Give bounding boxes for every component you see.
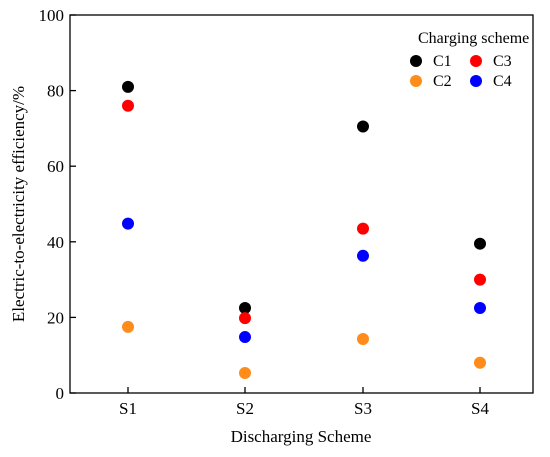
legend-marker-c3 bbox=[470, 55, 482, 67]
point-c2-s2 bbox=[239, 366, 251, 379]
point-c2-s1 bbox=[122, 320, 134, 333]
point-c1-s1 bbox=[122, 80, 134, 93]
y-axis-ticks: 0 20 40 60 80 100 bbox=[39, 6, 76, 403]
x-tick-label: S3 bbox=[354, 399, 372, 418]
point-c1-s3 bbox=[357, 120, 369, 133]
legend-title: Charging scheme bbox=[418, 30, 529, 47]
y-tick-label: 80 bbox=[47, 82, 64, 101]
y-tick-label: 40 bbox=[47, 233, 64, 252]
point-c4-s2 bbox=[239, 331, 251, 344]
x-tick-label: S2 bbox=[236, 399, 254, 418]
legend: Charging scheme C1 C2 C3 C4 bbox=[410, 30, 529, 90]
y-tick-label: 0 bbox=[56, 384, 65, 403]
x-axis-ticks: S1 S2 S3 S4 bbox=[119, 387, 489, 418]
point-c4-s3 bbox=[357, 249, 369, 262]
point-c3-s2 bbox=[239, 312, 251, 325]
legend-label-c1: C1 bbox=[433, 53, 452, 70]
point-c1-s4 bbox=[474, 237, 486, 250]
point-c4-s4 bbox=[474, 301, 486, 314]
y-tick-label: 100 bbox=[39, 6, 65, 25]
data-points bbox=[122, 80, 486, 379]
x-tick-label: S4 bbox=[471, 399, 489, 418]
y-tick-label: 60 bbox=[47, 157, 64, 176]
point-c2-s4 bbox=[474, 356, 486, 369]
point-c4-s1 bbox=[122, 217, 134, 230]
point-c1-s2 bbox=[239, 301, 251, 314]
point-c3-s1 bbox=[122, 99, 134, 112]
legend-label-c4: C4 bbox=[493, 73, 512, 90]
point-c2-s3 bbox=[357, 332, 369, 345]
y-axis-title: Electric-to-electricity efficiency/% bbox=[9, 86, 28, 322]
legend-marker-c2 bbox=[410, 75, 422, 87]
legend-label-c2: C2 bbox=[433, 73, 452, 90]
y-tick-label: 20 bbox=[47, 308, 64, 327]
legend-label-c3: C3 bbox=[493, 53, 512, 70]
point-c3-s4 bbox=[474, 273, 486, 286]
legend-marker-c1 bbox=[410, 55, 422, 67]
legend-marker-c4 bbox=[470, 75, 482, 87]
plot-frame bbox=[69, 14, 534, 394]
point-c3-s3 bbox=[357, 222, 369, 235]
x-axis-title: Discharging Scheme bbox=[231, 427, 372, 446]
x-tick-label: S1 bbox=[119, 399, 137, 418]
